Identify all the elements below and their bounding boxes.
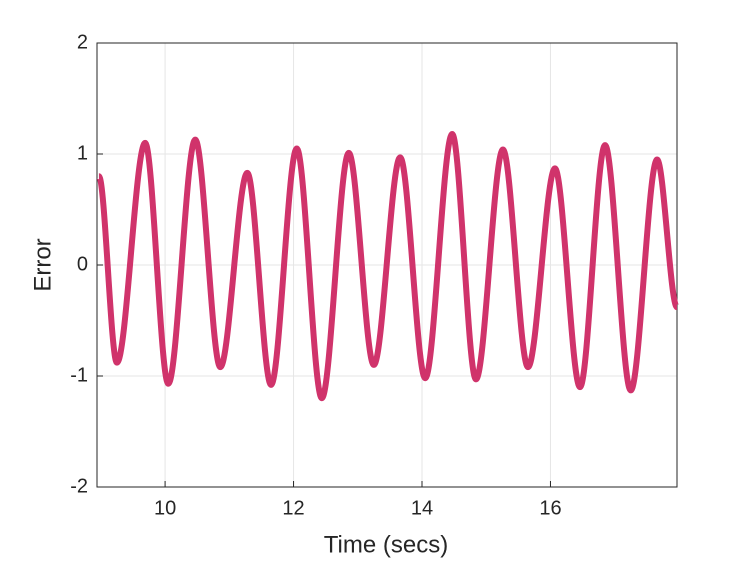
y-tick-label: 0: [77, 253, 88, 275]
axes-box: [96, 42, 678, 488]
x-tick-label: 12: [282, 497, 304, 519]
y-tick-label: 2: [77, 31, 88, 53]
x-tick-label: 14: [411, 497, 433, 519]
data-line: [95, 131, 680, 402]
y-tick-label: -2: [70, 475, 88, 497]
x-axis-label: Time (secs): [324, 531, 448, 558]
y-axis-label: Error: [29, 238, 56, 291]
y-tick-label: -1: [70, 364, 88, 386]
x-tick-label: 10: [154, 497, 176, 519]
x-tick-label: 16: [539, 497, 561, 519]
y-tick-label: 1: [77, 142, 88, 164]
